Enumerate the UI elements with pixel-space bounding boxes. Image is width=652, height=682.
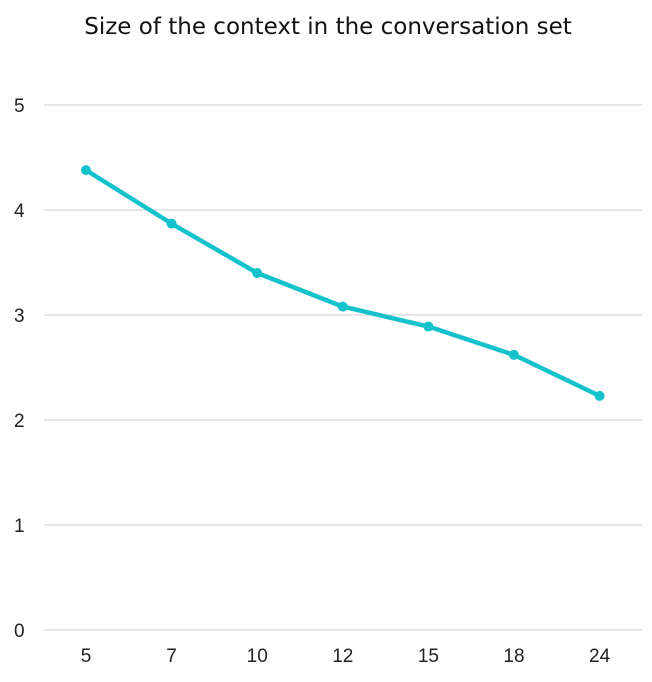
- data-point: [166, 218, 177, 229]
- y-tick-label: 3: [14, 306, 25, 327]
- x-tick-label: 5: [81, 646, 92, 667]
- data-point: [81, 165, 91, 176]
- data-point: [423, 321, 434, 332]
- grid-lines: [44, 104, 642, 631]
- y-tick-label: 1: [14, 516, 25, 537]
- series-layer: [81, 165, 605, 401]
- y-tick-label: 4: [14, 201, 25, 222]
- y-tick-label: 0: [14, 621, 25, 642]
- x-tick-label: 24: [589, 646, 611, 667]
- x-tick-label: 15: [418, 646, 439, 667]
- data-point: [594, 390, 605, 401]
- y-axis-tick-labels: 0 1 2 3 4 5: [14, 96, 25, 642]
- x-tick-label: 12: [332, 646, 353, 667]
- x-axis-tick-labels: 5 7 10 12 15 18 24: [81, 646, 611, 667]
- y-tick-label: 5: [14, 96, 25, 117]
- x-tick-label: 7: [166, 646, 177, 667]
- y-tick-label: 2: [14, 411, 25, 432]
- x-tick-label: 18: [503, 646, 524, 667]
- data-point: [337, 301, 348, 312]
- series-line: [83, 167, 602, 399]
- x-tick-label: 10: [247, 646, 268, 667]
- chart-title: Size of the context in the conversation …: [84, 14, 572, 40]
- data-point: [509, 349, 519, 360]
- data-point: [252, 268, 263, 278]
